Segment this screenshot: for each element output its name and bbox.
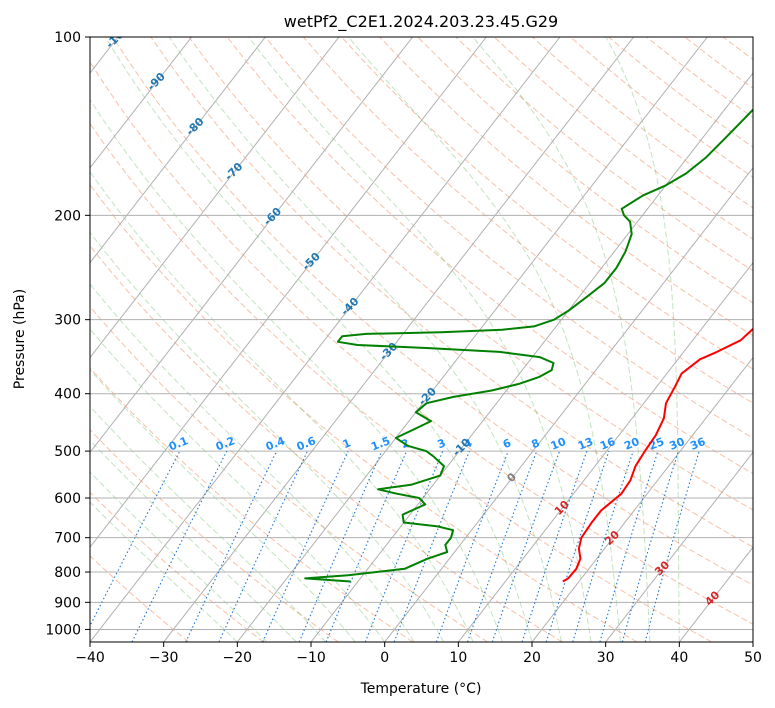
- mixing-ratio-line: [325, 450, 408, 642]
- mixing-ratio-line: [298, 450, 383, 642]
- dry-adiabat-line: [90, 122, 712, 642]
- x-tick-label: 50: [744, 650, 762, 666]
- isotherm-line: [90, 37, 340, 359]
- x-tick-label: −10: [296, 650, 326, 666]
- mixing-ratio-label: 1: [341, 436, 353, 451]
- x-axis-label: Temperature (°C): [360, 681, 482, 697]
- mixing-ratio-line: [364, 450, 444, 642]
- isotherm-line: [384, 167, 753, 642]
- moist-adiabat-line: [348, 37, 621, 642]
- mixing-ratio-label: 8: [530, 436, 542, 451]
- isotherm-line: [236, 37, 708, 642]
- mixing-ratio-line: [521, 450, 588, 642]
- mixing-ratio-line: [572, 450, 634, 642]
- moist-adiabat-line: [472, 37, 651, 642]
- isotherm-line: [90, 37, 193, 169]
- isotherm-line: [90, 37, 561, 642]
- dry-adiabat-line: [112, 37, 753, 586]
- isobar-grid: [90, 37, 753, 630]
- x-tick-label: 20: [523, 650, 541, 666]
- mixing-ratio-line: [545, 450, 610, 642]
- x-tick-label: −40: [75, 650, 105, 666]
- x-tick-label: 30: [597, 650, 615, 666]
- dry-adiabat-line: [417, 37, 753, 304]
- y-tick-label: 600: [54, 491, 81, 507]
- x-tick-label: 0: [380, 650, 389, 666]
- mixing-ratio-label: 10: [549, 435, 568, 453]
- moist-adiabat-line: [90, 439, 297, 642]
- x-axis-ticks: −40 −30 −20 −10 0 10 20 30 40 50: [75, 642, 762, 666]
- dry-adiabat-line: [90, 244, 563, 642]
- isotherm-line: [605, 451, 753, 642]
- profile-series: [304, 108, 753, 583]
- mixing-ratio-label: 3: [436, 436, 448, 451]
- mixing-ratio-line: [621, 450, 679, 642]
- y-tick-label: 300: [54, 313, 81, 329]
- mixing-ratio-line: [599, 450, 659, 642]
- moist-adiabat-line: [90, 405, 327, 642]
- dry-adiabat-line: [90, 305, 488, 642]
- moist-adiabat-line: [248, 37, 592, 642]
- dry-adiabat-line: [188, 37, 753, 511]
- dry-adiabat-line: [90, 491, 264, 642]
- mixing-ratio-label: 16: [598, 435, 617, 453]
- isotherm-line: [531, 356, 753, 642]
- mixing-ratio-line: [262, 450, 349, 642]
- mixing-ratio-line: [393, 450, 470, 642]
- isotherm-line: [457, 261, 753, 642]
- mixing-ratio-line: [491, 450, 561, 642]
- moist-adiabat-line: [90, 328, 386, 642]
- plot-frame: [89, 36, 754, 643]
- mixing-ratio-label: 20: [622, 435, 641, 453]
- temperature-profile-line: [562, 327, 753, 583]
- moist-adiabat-line: [90, 171, 474, 642]
- dewpoint-profile-line: [304, 108, 753, 583]
- y-tick-label: 400: [54, 387, 81, 403]
- y-tick-label: 900: [54, 595, 81, 611]
- chart-title: wetPf2_C2E1.2024.203.23.45.G29: [284, 12, 558, 32]
- y-tick-label: 200: [54, 208, 81, 224]
- x-tick-label: 10: [449, 650, 467, 666]
- x-tick-label: −20: [223, 650, 253, 666]
- moist-adiabat-line: [605, 37, 680, 642]
- x-tick-label: 40: [670, 650, 688, 666]
- mixing-ratio-line: [131, 450, 228, 642]
- y-tick-label: 1000: [45, 622, 81, 638]
- moist-adiabat-line: [90, 368, 356, 642]
- dry-adiabat-line: [226, 37, 753, 475]
- dry-adiabat-line: [90, 428, 339, 642]
- y-axis-ticks: 100 200 300 400 500 600 700 800 900 1000: [45, 30, 90, 638]
- moist-adiabat-line: [104, 37, 533, 642]
- y-tick-label: 100: [54, 30, 81, 46]
- x-tick-label: −30: [149, 650, 179, 666]
- dry-adiabat-line: [379, 37, 753, 337]
- dry-adiabat-line: [90, 555, 190, 642]
- y-tick-label: 700: [54, 531, 81, 547]
- y-tick-label: 800: [54, 565, 81, 581]
- isotherm-line: [163, 37, 635, 642]
- y-axis-label: Pressure (hPa): [12, 289, 28, 389]
- y-tick-label: 500: [54, 444, 81, 460]
- isotherm-line: [90, 37, 266, 264]
- isotherm-line: [90, 37, 487, 548]
- mixing-ratio-line: [644, 450, 700, 642]
- mixing-ratio-label: 36: [688, 435, 707, 453]
- dry-adiabat-line: [150, 37, 753, 548]
- moist-adiabat-line: [90, 231, 445, 642]
- moist-adiabat-line: [90, 98, 503, 642]
- dry-adiabat-line: [90, 61, 753, 625]
- mixing-ratio-label: 13: [576, 435, 595, 453]
- dry-adiabat-line: [303, 37, 753, 404]
- isotherm-line: [90, 37, 414, 454]
- isotherm-grid: [90, 37, 753, 642]
- mixing-ratio-lines: [90, 450, 700, 642]
- mixing-ratio-label: 30: [668, 435, 687, 453]
- isotherm-line: [310, 72, 753, 642]
- mixing-ratio-line: [466, 450, 538, 642]
- mixing-ratio-line: [435, 450, 509, 642]
